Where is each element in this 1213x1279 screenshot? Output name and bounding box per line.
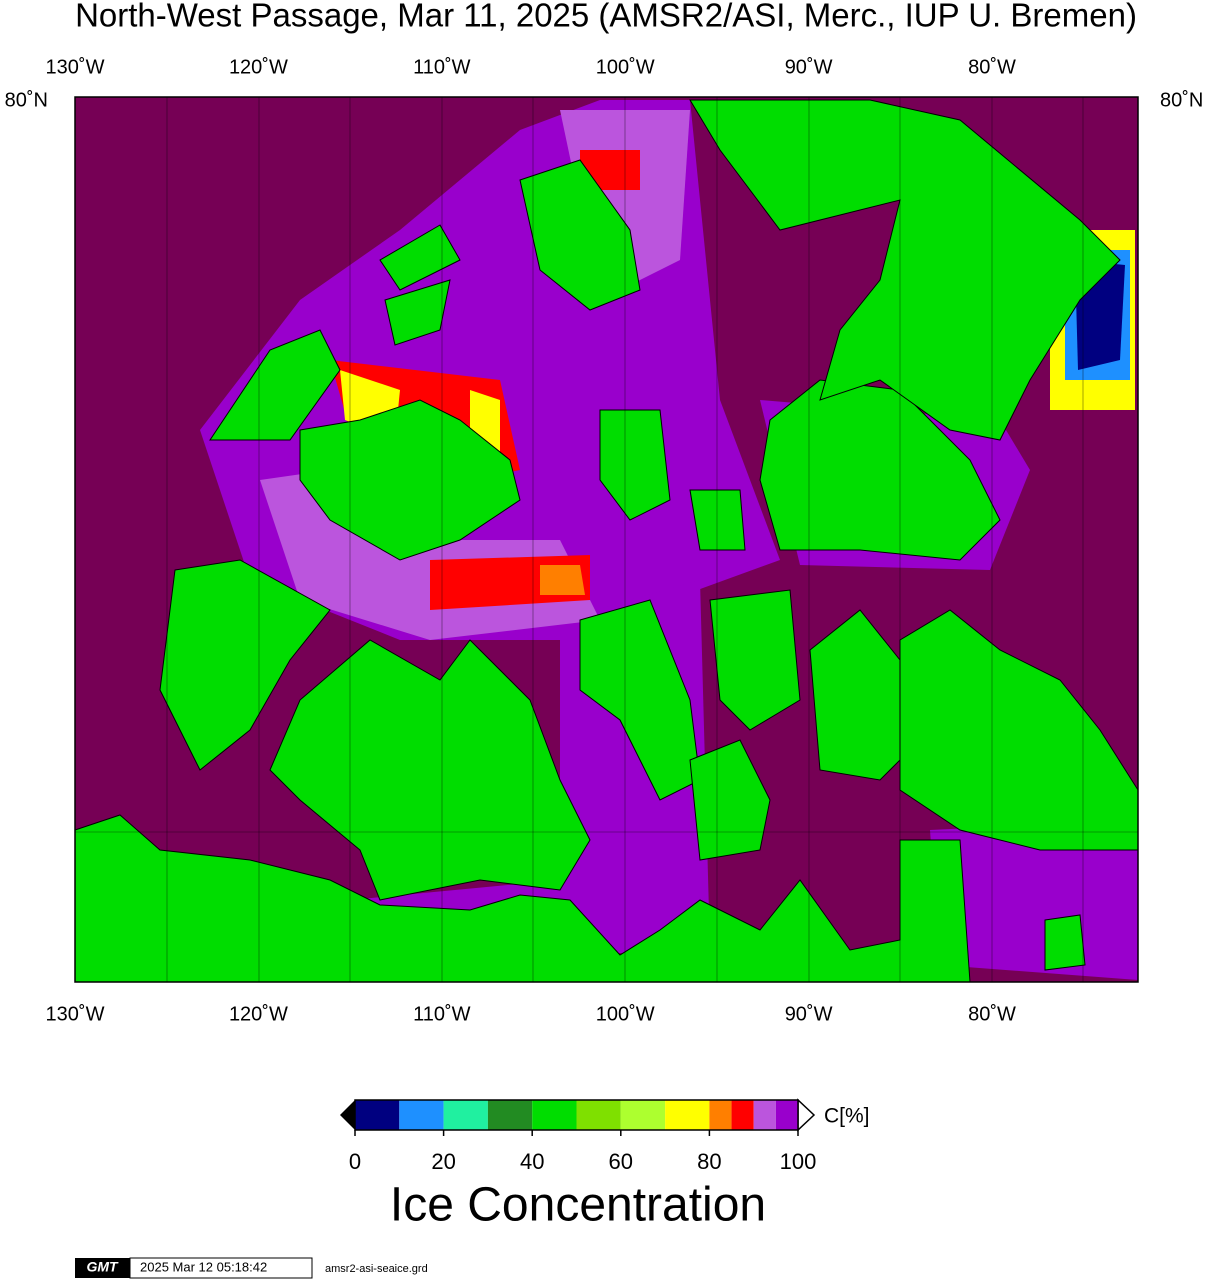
colorbar-frame: [354, 1099, 799, 1131]
colorbar-bin: [753, 1100, 776, 1130]
land: [159, 559, 331, 771]
map: [74, 96, 1139, 983]
lon-label: 110˚W: [413, 1003, 471, 1025]
lon-label: 80˚W: [968, 56, 1016, 78]
colorbar-bin: [775, 1100, 798, 1130]
lat-label: 80˚N: [5, 89, 48, 111]
ice-region: [540, 565, 585, 595]
map-frame: [74, 96, 1139, 983]
land: [709, 589, 801, 731]
land: [519, 159, 641, 311]
title: North-West Passage, Mar 11, 2025 (AMSR2/…: [75, 0, 1137, 34]
land: [689, 489, 746, 551]
colorbar-tick-label: 80: [697, 1149, 721, 1174]
timestamp-box: [129, 1257, 313, 1279]
colorbar-bin: [665, 1100, 710, 1130]
colorbar-tick-label: 0: [349, 1149, 361, 1174]
colorbar: 0 20 40 60 80 100: [340, 1098, 817, 1174]
colorbar-bin: [399, 1100, 444, 1130]
land: [599, 409, 671, 521]
lon-label: 100˚W: [596, 1003, 655, 1025]
colorbar-bin: [620, 1100, 666, 1130]
colorbar-arrow-low: [340, 1100, 355, 1130]
colorbar-unit: C[%]: [824, 1105, 870, 1128]
lon-label: 110˚W: [413, 56, 471, 78]
land: [379, 224, 461, 291]
lon-labels: 130˚W 120˚W 110˚W 100˚W 90˚W 80˚W 130˚W 120˚W 11…: [46, 56, 1016, 1025]
colorbar-tick-label: 40: [520, 1149, 544, 1174]
land: [689, 99, 1121, 441]
lon-label: 90˚W: [785, 56, 833, 78]
land: [689, 739, 771, 861]
lon-label: 120˚W: [229, 56, 288, 78]
land: [579, 599, 701, 801]
footer: GMT 2025 Mar 12 05:18:42 amsr2-asi-seaic…: [75, 1257, 428, 1279]
lon-label: 90˚W: [785, 1003, 833, 1025]
graticule: [75, 97, 1138, 982]
land: [1044, 914, 1086, 971]
land: [384, 279, 451, 346]
colorbar-bin: [731, 1100, 754, 1130]
lon-label: 120˚W: [229, 1003, 288, 1025]
lon-label: 130˚W: [46, 1003, 105, 1025]
ice-region: [930, 820, 1138, 980]
colorbar-arrow-high: [797, 1098, 816, 1132]
filename: amsr2-asi-seaice.grd: [325, 1263, 428, 1275]
colorbar-bin: [576, 1100, 621, 1130]
timestamp: 2025 Mar 12 05:18:42: [140, 1259, 267, 1274]
colorbar-bin: [532, 1100, 577, 1130]
lon-label: 100˚W: [596, 56, 655, 78]
land: [299, 399, 521, 561]
logo: GMT: [86, 1259, 119, 1275]
colorbar-bin: [487, 1100, 533, 1130]
colorbar-tick-label: 60: [609, 1149, 633, 1174]
colorbar-label: Ice Concentration: [390, 1179, 766, 1232]
colorbar-bin: [709, 1100, 732, 1130]
lat-label: 80˚N: [1160, 89, 1203, 111]
land: [209, 329, 341, 441]
colorbar-tick-label: 20: [431, 1149, 455, 1174]
colorbar-tick-label: 100: [780, 1149, 817, 1174]
logo-box: [75, 1258, 130, 1278]
lon-label: 130˚W: [46, 56, 105, 78]
colorbar-bin: [355, 1100, 400, 1130]
lon-label: 80˚W: [968, 1003, 1016, 1025]
colorbar-bin: [443, 1100, 488, 1130]
